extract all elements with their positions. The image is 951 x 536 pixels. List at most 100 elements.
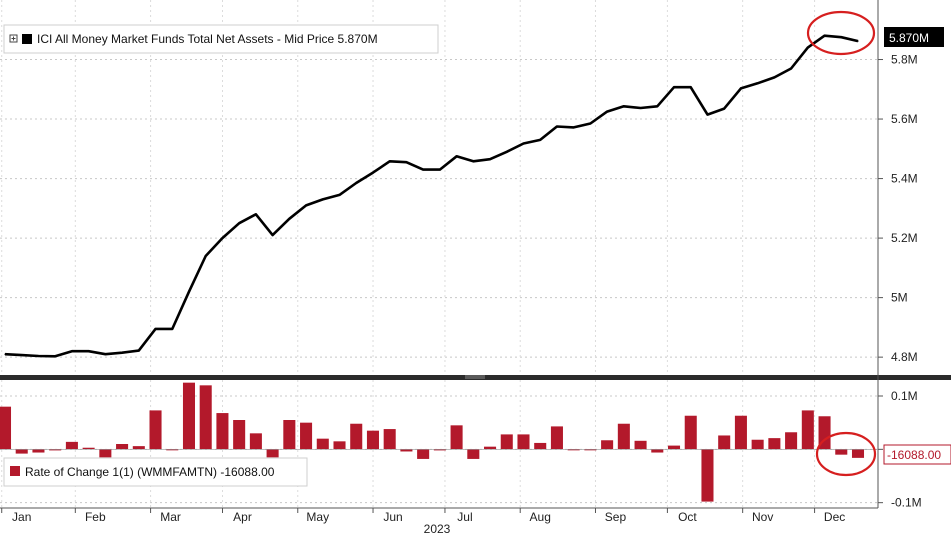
- line-point: [372, 172, 374, 174]
- line-point: [857, 40, 859, 42]
- y-tick-label: 4.8M: [891, 350, 918, 364]
- year-label: 2023: [424, 522, 451, 536]
- y-tick-label: 5M: [891, 291, 908, 305]
- line-point: [221, 237, 224, 239]
- bar: [500, 434, 513, 450]
- line-point: [573, 126, 575, 128]
- bar: [667, 445, 681, 450]
- top-legend[interactable]: ICI All Money Market Funds Total Net Ass…: [3, 24, 439, 54]
- x-tick-label: Feb: [85, 510, 106, 524]
- line-point: [171, 328, 173, 330]
- bar: [400, 449, 413, 452]
- bar: [366, 430, 379, 450]
- line-point: [138, 349, 140, 352]
- line-point: [272, 234, 274, 236]
- bar: [32, 449, 45, 453]
- line-point: [21, 354, 23, 356]
- bar: [601, 440, 614, 450]
- x-tick-label: Jun: [383, 510, 402, 524]
- bar: [249, 433, 262, 450]
- bottom-legend[interactable]: Rate of Change 1(1) (WMMFAMTN) -16088.00: [3, 457, 308, 487]
- net-assets-points: [4, 35, 859, 357]
- line-point: [338, 194, 341, 196]
- bottom-legend-label: Rate of Change 1(1) (WMMFAMTN) -16088.00: [25, 465, 275, 479]
- line-point: [539, 139, 541, 141]
- line-swatch-icon: [22, 34, 32, 44]
- bar: [116, 444, 129, 450]
- bar: [751, 439, 764, 450]
- line-point: [439, 169, 441, 171]
- bar: [266, 449, 279, 458]
- line-point: [4, 353, 6, 355]
- x-tick-label: Apr: [233, 510, 252, 524]
- line-point: [790, 67, 792, 70]
- line-point: [238, 222, 240, 224]
- bar: [0, 406, 12, 450]
- line-point: [522, 142, 525, 145]
- line-point: [322, 198, 324, 201]
- x-tick-label: Nov: [752, 510, 773, 524]
- line-point: [472, 160, 474, 162]
- line-point: [405, 161, 408, 163]
- line-point: [823, 35, 826, 37]
- line-point: [455, 155, 458, 157]
- y-tick-label: -0.1M: [891, 496, 922, 510]
- bar: [417, 449, 430, 459]
- bar: [233, 420, 246, 450]
- bar: [550, 426, 563, 450]
- line-point: [690, 86, 692, 88]
- highlight-circle-bottom: [815, 431, 877, 477]
- x-tick-label: Jan: [12, 510, 31, 524]
- bar: [467, 449, 480, 459]
- line-point: [656, 105, 658, 107]
- line-point: [840, 36, 842, 38]
- line-point: [305, 204, 307, 206]
- line-point: [121, 352, 123, 354]
- bar: [801, 410, 814, 450]
- bar: [517, 434, 530, 450]
- bar: [484, 446, 497, 450]
- bar: [651, 449, 664, 453]
- bar: [15, 449, 28, 454]
- bar: [785, 432, 798, 450]
- bar: [450, 425, 463, 450]
- bar: [182, 382, 196, 450]
- bar: [350, 423, 363, 450]
- line-point: [606, 111, 608, 113]
- last-value-flag-bottom: -16088.00: [883, 444, 951, 465]
- last-value-flag-text: 5.870M: [889, 31, 929, 45]
- highlight-circle-top: [806, 10, 876, 56]
- bar: [617, 423, 630, 450]
- line-point: [54, 355, 56, 357]
- rate-of-change-bars: [0, 382, 878, 502]
- bar: [534, 442, 547, 450]
- y-tick-label: 0.1M: [891, 389, 918, 403]
- bar: [634, 440, 647, 450]
- line-point: [88, 350, 90, 352]
- bar: [49, 449, 62, 451]
- line-point: [506, 151, 508, 153]
- line-point: [422, 169, 424, 171]
- bar: [132, 446, 145, 450]
- bar: [149, 410, 162, 450]
- x-tick-label: Mar: [160, 510, 181, 524]
- line-point: [623, 105, 625, 107]
- bar: [82, 447, 95, 450]
- bar: [166, 449, 179, 451]
- bar: [333, 441, 346, 450]
- bar: [216, 413, 229, 450]
- line-point: [255, 213, 257, 215]
- line-point: [556, 125, 558, 128]
- bar: [768, 438, 781, 450]
- x-tick-label: Dec: [824, 510, 845, 524]
- bar: [383, 429, 396, 450]
- bar: [734, 415, 747, 450]
- line-point: [723, 108, 725, 110]
- net-assets-line: [4, 34, 859, 358]
- line-point: [188, 291, 190, 293]
- line-point: [355, 182, 357, 184]
- last-value-flag-box: [884, 27, 944, 47]
- line-point: [740, 87, 742, 89]
- bar: [300, 422, 313, 450]
